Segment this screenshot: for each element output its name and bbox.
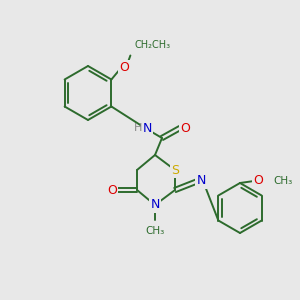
Text: CH₃: CH₃ [273,176,292,186]
Text: O: O [253,175,263,188]
Text: S: S [171,164,179,176]
Text: O: O [180,122,190,134]
Text: H: H [134,123,142,133]
Text: N: N [196,175,206,188]
Text: CH₂CH₃: CH₂CH₃ [134,40,170,50]
Text: O: O [119,61,129,74]
Text: O: O [107,184,117,196]
Text: N: N [150,199,160,212]
Text: N: N [142,122,152,134]
Text: CH₃: CH₃ [146,226,165,236]
